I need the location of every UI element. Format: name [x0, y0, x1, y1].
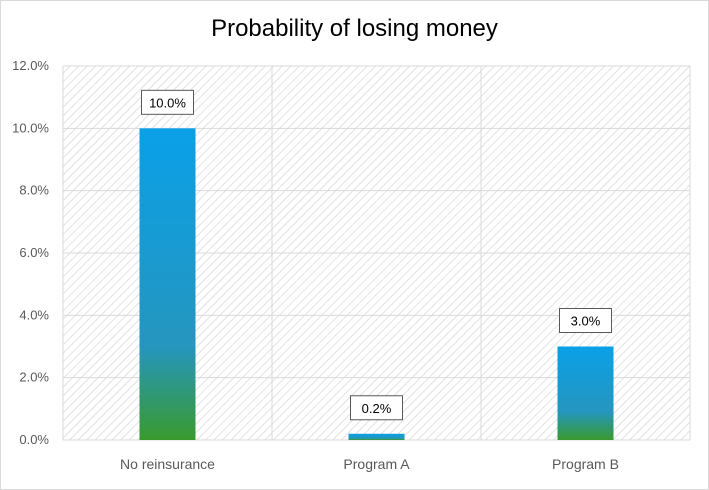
data-label-box — [350, 395, 403, 421]
bar — [139, 128, 196, 441]
data-label: 10.0% — [149, 95, 186, 110]
bar — [348, 433, 405, 440]
chart-title: Probability of losing money — [211, 15, 498, 42]
y-tick-label: 0.0% — [19, 432, 49, 447]
y-tick-label: 4.0% — [19, 307, 49, 322]
y-tick-label: 6.0% — [19, 245, 49, 260]
data-label: 0.2% — [362, 401, 392, 416]
data-label-box — [559, 308, 612, 333]
data-label-box — [141, 89, 194, 115]
y-tick-label: 12.0% — [12, 58, 49, 73]
x-tick-label: Program B — [552, 456, 619, 472]
x-tick-label: No reinsurance — [120, 456, 215, 472]
y-axis-ticks: 0.0% 2.0% 4.0% 6.0% 8.0% 10.0% 12.0% — [12, 58, 49, 447]
y-tick-label: 2.0% — [19, 370, 49, 385]
bar — [557, 346, 614, 440]
data-labels: 10.0% 0.2% 3.0% — [141, 89, 612, 421]
data-label: 3.0% — [571, 314, 601, 329]
x-tick-label: Program A — [343, 456, 410, 472]
bars — [139, 128, 614, 441]
y-tick-label: 8.0% — [19, 183, 49, 198]
y-tick-label: 10.0% — [12, 120, 49, 135]
x-axis-categories: No reinsurance Program A Program B — [120, 456, 619, 472]
